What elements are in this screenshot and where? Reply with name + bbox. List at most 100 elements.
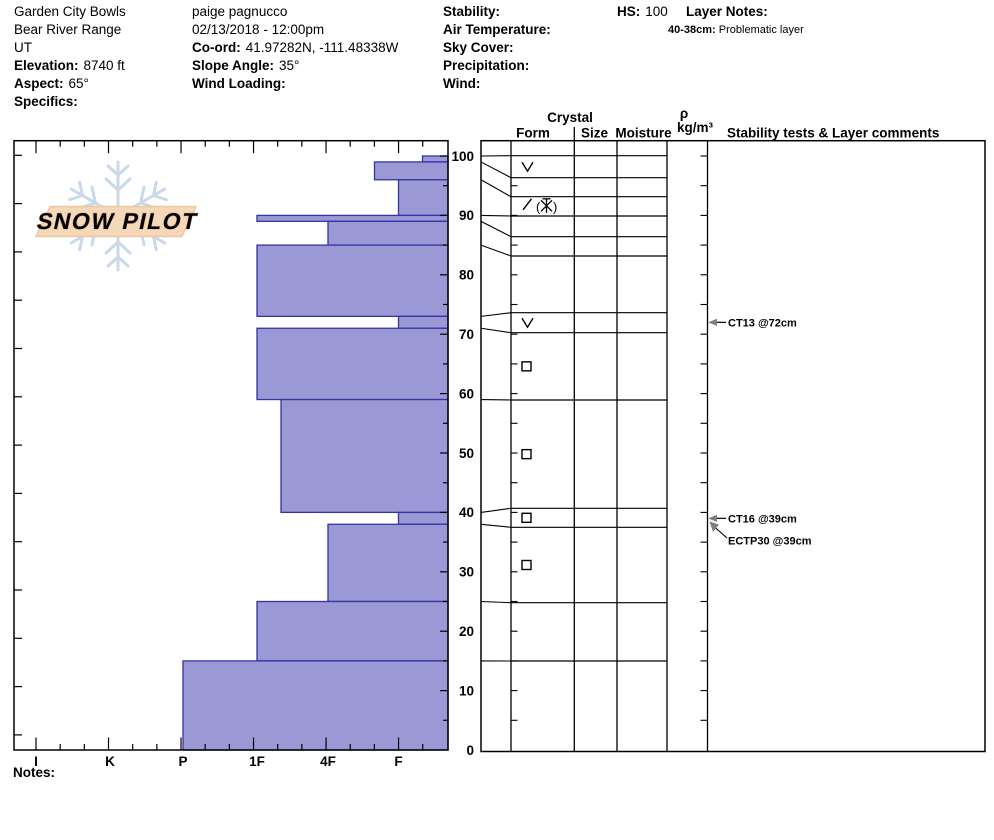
form-symbol-facets <box>521 559 532 571</box>
depth-label: 20 <box>459 624 474 639</box>
layer-leader-line <box>480 179 512 198</box>
logo-text: SNOW PILOT <box>35 208 201 234</box>
layer-leader-line <box>480 214 512 217</box>
hardness-bar <box>256 600 449 662</box>
elevation-value: 8740 ft <box>83 58 125 73</box>
slope-angle-label: Slope Angle: <box>192 58 275 73</box>
form-symbol-surface-hoar <box>521 161 534 173</box>
elevation-label: Elevation: <box>14 58 79 73</box>
hardness-bar <box>280 398 449 514</box>
coord-value: 41.97282N, -111.48338W <box>245 40 399 55</box>
aspect-value: 65° <box>68 76 89 91</box>
depth-label: 50 <box>459 446 474 461</box>
hs-value: 100 <box>645 4 668 19</box>
snowpilot-logo: SNOW PILOT <box>34 160 201 272</box>
layer-notes-heading: Layer Notes: <box>686 4 768 19</box>
air-temperature-label: Air Temperature: <box>443 22 551 37</box>
depth-label: 80 <box>459 268 474 283</box>
hardness-bar <box>397 179 449 217</box>
hs-label: HS: <box>617 4 641 19</box>
table-header-label: Form <box>516 126 550 141</box>
depth-label: 0 <box>466 743 474 758</box>
layer-leader-line <box>480 507 512 513</box>
test-arrow-icon <box>708 514 717 522</box>
form-symbol-surface-hoar <box>521 317 534 329</box>
form-symbol-facets <box>521 512 532 523</box>
hardness-bar <box>182 660 449 751</box>
hardness-bar <box>397 315 449 329</box>
layer-leader-line <box>480 600 512 604</box>
precipitation-label: Precipitation: <box>443 58 530 73</box>
site-range: Bear River Range <box>14 22 122 37</box>
depth-label: 60 <box>459 386 474 401</box>
hardness-bar <box>421 155 449 163</box>
hardness-axis-label: 1F <box>249 754 265 769</box>
grain-form-symbols: () <box>521 161 557 571</box>
table-header-label: Stability tests & Layer comments <box>727 126 939 141</box>
header-observer-column: paige pagnucco 02/13/2018 - 12:00pm Co-o… <box>192 3 398 93</box>
table-header-label: Size <box>581 126 609 141</box>
stability-test-label: ECTP30 @39cm <box>728 536 812 548</box>
stability-label: Stability: <box>443 4 501 19</box>
stability-test-label: CT16 @39cm <box>728 513 797 525</box>
slope-angle-value: 35° <box>279 58 300 73</box>
depth-label: 30 <box>459 565 474 580</box>
sky-cover-label: Sky Cover: <box>443 40 514 55</box>
hardness-bar <box>397 511 449 525</box>
pit-header: Garden City Bowls Bear River Range UT El… <box>0 0 994 110</box>
aspect-label: Aspect: <box>14 76 64 91</box>
hardness-bar <box>256 244 449 318</box>
specifics-label: Specifics: <box>14 94 78 109</box>
layer-leader-line <box>480 244 512 257</box>
hardness-axis-label: P <box>178 754 187 769</box>
hardness-chart-frame <box>13 139 449 751</box>
layer-leader-line <box>480 523 512 528</box>
hardness-bars <box>182 155 449 751</box>
depth-label: 40 <box>459 505 474 520</box>
logo-banner <box>34 205 198 238</box>
depth-label: 100 <box>451 149 474 164</box>
test-arrow-icon <box>708 318 717 326</box>
hardness-bar <box>256 327 449 401</box>
svg-text:(: ( <box>536 199 541 214</box>
stability-test-label: CT13 @72cm <box>728 317 797 329</box>
hardness-bar <box>327 523 449 603</box>
layer-leader-line <box>480 312 512 317</box>
wind-label: Wind: <box>443 76 481 91</box>
hardness-axis-label: I <box>34 754 38 769</box>
pit-datetime: 02/13/2018 - 12:00pm <box>192 22 325 37</box>
header-conditions-column: Stability: Air Temperature: Sky Cover: P… <box>443 3 551 93</box>
header-site-column: Garden City Bowls Bear River Range UT El… <box>14 3 126 111</box>
layer-leader-line <box>480 220 512 238</box>
hardness-axis-label: 4F <box>320 754 336 769</box>
site-state: UT <box>14 40 32 55</box>
svg-text:): ) <box>553 199 557 214</box>
observer-name: paige pagnucco <box>192 4 288 19</box>
hardness-axis-label: F <box>394 754 402 769</box>
depth-label: 10 <box>459 683 474 698</box>
stability-tests: CT13 @72cm CT16 @39cm ECTP30 @39cm <box>708 317 812 548</box>
coord-label: Co-ord: <box>192 40 241 55</box>
layer-leader-line <box>480 327 512 334</box>
table-header-label: Crystal <box>547 110 593 125</box>
layer-leader-line <box>480 161 512 179</box>
hardness-axis-label: K <box>105 754 115 769</box>
table-header-label: ρ <box>680 106 688 121</box>
hs-field: HS: 100 <box>617 3 668 21</box>
form-symbol-facets <box>521 361 532 372</box>
site-name: Garden City Bowls <box>14 4 126 19</box>
layer-table <box>480 127 986 753</box>
layer-note: 40-38cm: Problematic layer <box>668 24 804 37</box>
wind-loading-label: Wind Loading: <box>192 76 286 91</box>
notes-label: Notes: <box>13 765 55 780</box>
hardness-bar <box>256 214 449 222</box>
table-header-label: Moisture <box>615 126 672 141</box>
depth-label: 90 <box>459 208 474 223</box>
table-header-label: kg/m³ <box>677 120 714 135</box>
hardness-bar <box>373 161 449 181</box>
depth-label: 70 <box>459 327 474 342</box>
